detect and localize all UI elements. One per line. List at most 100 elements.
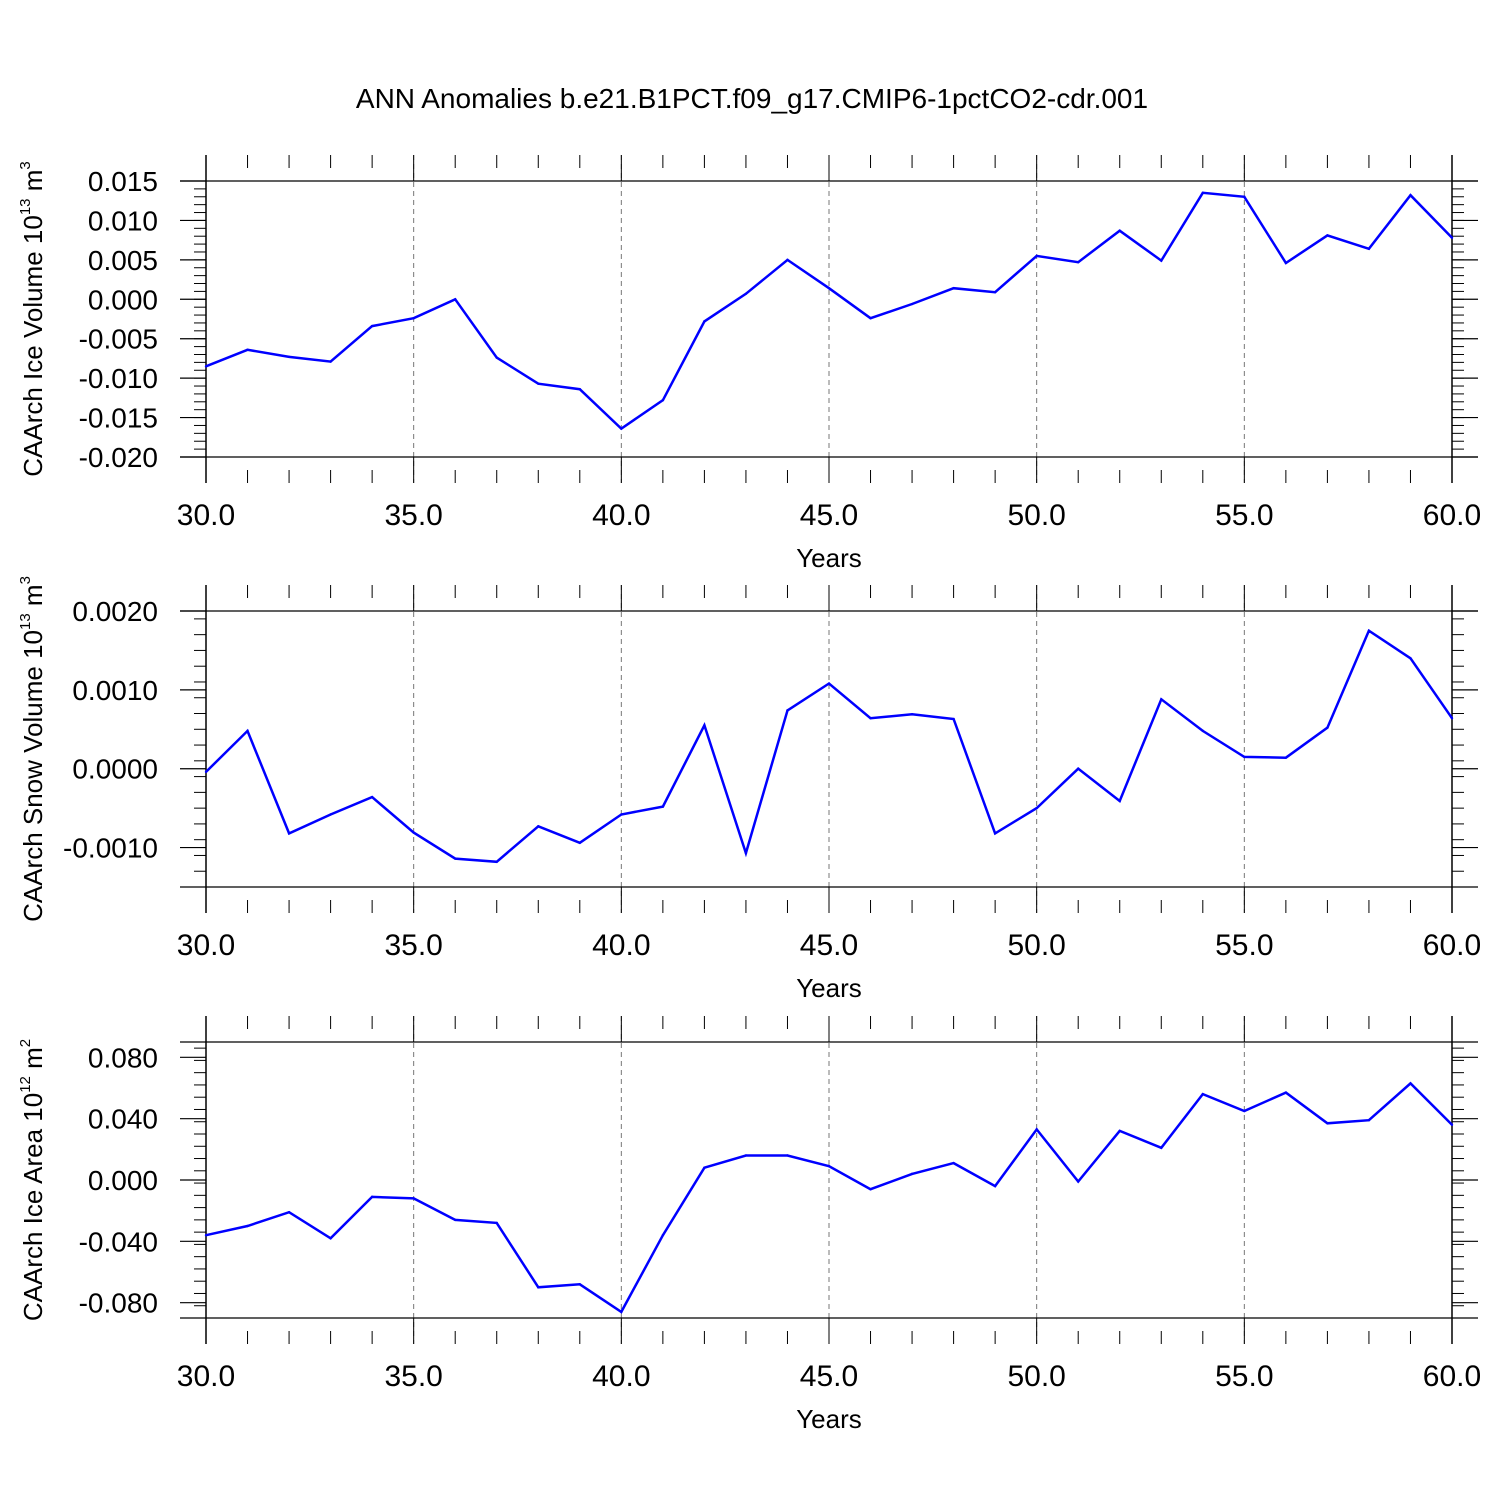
data-point <box>910 1172 914 1176</box>
data-point <box>204 365 208 368</box>
data-point <box>1243 1109 1246 1113</box>
data-point <box>454 298 457 301</box>
data-point <box>1243 755 1246 759</box>
data-point <box>495 1221 498 1225</box>
data-point <box>1284 261 1288 265</box>
data-point <box>1409 193 1412 197</box>
x-tick-label: 45.0 <box>800 1360 858 1393</box>
y-tick-label: 0.040 <box>88 1104 158 1135</box>
data-point <box>869 717 872 720</box>
data-point <box>703 724 706 727</box>
data-point <box>993 290 997 294</box>
data-point <box>412 1197 415 1200</box>
x-tick-label: 30.0 <box>177 1360 235 1393</box>
x-tick-label: 40.0 <box>592 499 650 532</box>
data-point <box>1160 698 1163 701</box>
data-point <box>329 360 332 363</box>
data-point <box>1077 1180 1080 1183</box>
data-point <box>495 860 498 863</box>
data-point <box>827 1165 831 1168</box>
x-axis-label: Years <box>796 973 862 1003</box>
y-tick-label: -0.040 <box>79 1226 158 1257</box>
y-tick-label: 0.005 <box>88 245 158 276</box>
data-point <box>952 287 955 290</box>
data-point <box>620 1310 623 1314</box>
data-point <box>1201 729 1205 733</box>
data-point <box>1118 799 1121 803</box>
x-tick-label: 30.0 <box>177 929 235 962</box>
data-point <box>1367 629 1371 632</box>
y-axis-label: CAArch Ice Volume 1013 m3 <box>17 161 48 477</box>
data-point <box>993 1184 997 1188</box>
data-point <box>1326 726 1329 729</box>
y-tick-label: -0.020 <box>79 442 158 473</box>
x-tick-label: 60.0 <box>1423 929 1481 962</box>
data-point <box>1201 1092 1205 1096</box>
x-tick-label: 45.0 <box>800 499 858 532</box>
data-point <box>1118 1129 1121 1133</box>
data-point <box>1035 806 1038 810</box>
data-point <box>661 805 665 808</box>
y-tick-label: 0.0000 <box>72 754 158 785</box>
y-tick-label: -0.010 <box>79 363 158 394</box>
data-point <box>578 387 581 391</box>
data-point <box>744 292 748 295</box>
data-point <box>495 356 498 359</box>
x-tick-label: 45.0 <box>800 929 858 962</box>
data-point <box>329 813 332 816</box>
x-tick-label: 60.0 <box>1423 499 1481 532</box>
x-tick-label: 55.0 <box>1215 499 1273 532</box>
data-point <box>744 851 748 855</box>
x-tick-label: 50.0 <box>1007 499 1065 532</box>
data-point <box>703 320 706 323</box>
data-point <box>1077 261 1080 264</box>
data-point <box>287 1211 291 1214</box>
data-point <box>910 302 914 306</box>
data-point <box>204 1234 208 1237</box>
data-point <box>703 1166 706 1169</box>
series-line <box>205 628 1454 864</box>
y-tick-label: 0.015 <box>88 166 158 197</box>
data-point <box>1284 756 1288 759</box>
data-point <box>412 317 415 320</box>
y-tick-label: 0.0020 <box>72 596 158 627</box>
data-point <box>1367 247 1371 251</box>
data-point <box>454 1218 457 1222</box>
data-point <box>786 1154 789 1157</box>
y-tick-label: 0.000 <box>88 284 158 315</box>
data-point <box>661 1234 665 1237</box>
panel-ice-area: 0.080 0.040 0.000 -0.040 -0.080 30.0 35.0 40.0 4… <box>17 1016 1481 1434</box>
data-point <box>1326 1122 1329 1125</box>
data-point <box>1326 234 1329 237</box>
data-point <box>1201 191 1205 195</box>
x-tick-label: 40.0 <box>592 929 650 962</box>
chart-title: ANN Anomalies b.e21.B1PCT.f09_g17.CMIP6-… <box>356 83 1148 114</box>
data-point <box>1409 657 1412 660</box>
panel-snow-volume: 0.0020 0.0010 0.0000 -0.0010 30.0 35.0 40.0 45.… <box>17 576 1481 1003</box>
data-point <box>1077 767 1080 770</box>
data-point <box>869 317 872 320</box>
x-tick-label: 50.0 <box>1007 1360 1065 1393</box>
data-point <box>1243 195 1246 198</box>
data-point <box>744 1154 748 1157</box>
data-point <box>1450 717 1454 720</box>
data-point <box>661 399 665 402</box>
data-point <box>827 682 831 685</box>
y-tick-label: -0.015 <box>79 403 158 434</box>
data-point <box>578 1283 581 1286</box>
data-point <box>910 713 914 716</box>
x-tick-label: 35.0 <box>384 499 442 532</box>
data-point <box>370 324 374 328</box>
data-point <box>786 258 789 262</box>
data-point <box>246 348 249 351</box>
data-point <box>287 832 291 835</box>
x-tick-label: 55.0 <box>1215 929 1273 962</box>
data-point <box>329 1237 332 1240</box>
data-point <box>287 355 291 359</box>
y-tick-label: -0.080 <box>79 1288 158 1319</box>
data-point <box>869 1188 872 1191</box>
data-point <box>620 427 623 430</box>
data-point <box>537 1286 540 1289</box>
data-point <box>1367 1119 1371 1122</box>
x-tick-label: 35.0 <box>384 1360 442 1393</box>
